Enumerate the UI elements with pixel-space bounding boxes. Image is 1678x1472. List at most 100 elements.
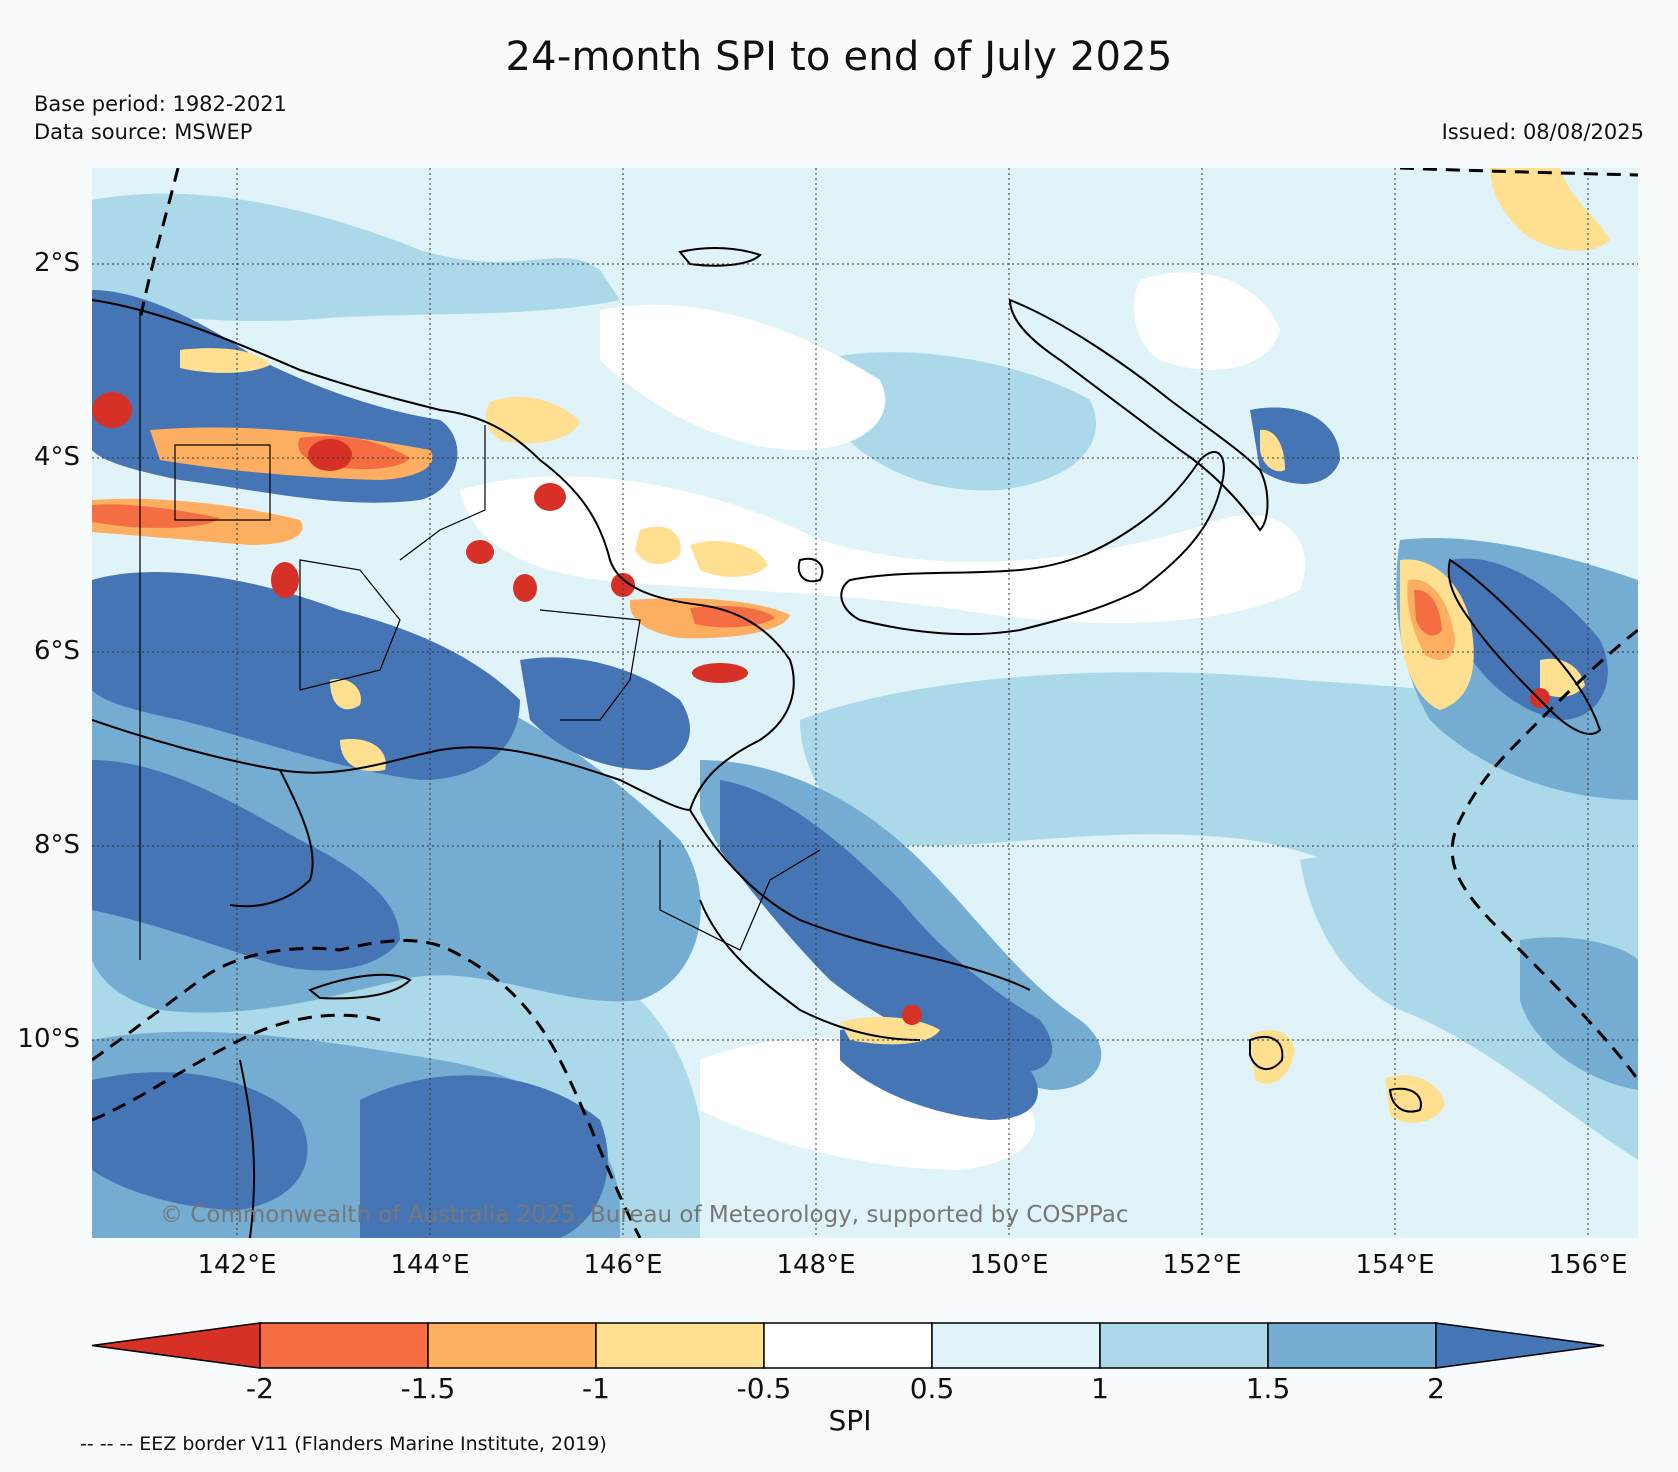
lon-label-146E: 146°E	[583, 1250, 663, 1280]
dry-nw-corner	[1490, 168, 1610, 251]
dry-bougainville-small	[1540, 658, 1585, 697]
cbar-seg-3	[595, 1322, 765, 1369]
cbar-tick-5: 0.5	[909, 1372, 955, 1405]
lon-label-144E: 144°E	[390, 1250, 470, 1280]
coast-papuan-south	[689, 809, 1031, 991]
eez-borders	[92, 168, 1638, 1238]
spi-map: © Commonwealth of Australia 2025, Bureau…	[92, 168, 1638, 1238]
wet-band-southeast	[1300, 851, 1638, 1160]
dry-highlands-1	[180, 348, 270, 373]
cbar-tick-2: -1.5	[400, 1372, 456, 1405]
coast-daru	[308, 973, 412, 1000]
wet-se-sea	[1520, 937, 1638, 1090]
cbar-extend-max	[1435, 1322, 1605, 1369]
coast-papua-lower	[699, 899, 921, 1041]
lon-label-142E: 142°E	[197, 1250, 277, 1280]
very-dry-spot-7	[902, 1005, 922, 1025]
very-wet-west-highlands	[92, 571, 520, 780]
cbar-seg-6	[1099, 1322, 1269, 1369]
dry-highlands-3	[340, 739, 386, 772]
lon-label-152E: 152°E	[1162, 1250, 1242, 1280]
lon-label-148E: 148°E	[776, 1250, 856, 1280]
province-line-2	[299, 559, 401, 691]
cbar-tick-3: -1	[582, 1372, 610, 1405]
dry-highlands-core-2	[92, 504, 220, 528]
cbar-seg-4	[763, 1322, 933, 1369]
coast-gulf	[92, 719, 691, 811]
spi-field: © Commonwealth of Australia 2025, Bureau…	[92, 168, 1638, 1238]
dry-central-core	[690, 606, 775, 628]
coast-new-britain	[840, 450, 1225, 636]
lon-label-156E: 156°E	[1548, 1250, 1628, 1280]
cbar-seg-1	[259, 1322, 429, 1369]
wet-band-central-sea	[820, 352, 1096, 491]
dry-southeast	[1385, 1075, 1445, 1123]
wet-band-north	[92, 193, 620, 322]
lon-label-154E: 154°E	[1355, 1250, 1435, 1280]
eez-legend-note: -- -- -- EEZ border V11 (Flanders Marine…	[80, 1433, 607, 1455]
dry-solomons-core	[1414, 589, 1442, 636]
coast-bougainville	[1447, 558, 1602, 735]
coast-se-island	[1388, 1087, 1422, 1113]
cbar-tick-8: 2	[1427, 1372, 1445, 1405]
coast-umboi	[797, 557, 824, 583]
province-line-5	[659, 840, 821, 951]
very-wet-daru	[360, 1075, 608, 1238]
eez-east	[1450, 628, 1638, 1081]
cbar-tick-1: -2	[246, 1372, 274, 1405]
normal-north-sea	[600, 304, 886, 450]
dry-rossel	[1250, 1030, 1295, 1084]
coast-new-guinea-north	[92, 299, 795, 811]
coast-new-ireland	[1008, 298, 1269, 532]
lon-label-150E: 150°E	[969, 1250, 1049, 1280]
very-dry-spot-8	[1530, 688, 1550, 708]
very-wet-milne-bay	[840, 1027, 1038, 1120]
copyright-text: © Commonwealth of Australia 2025, Bureau…	[160, 1202, 1129, 1228]
lat-label-2S: 2°S	[33, 248, 80, 278]
colorbar-label: SPI	[828, 1404, 872, 1437]
dry-longisland	[690, 541, 768, 577]
issued-date-text: Issued: 08/08/2025	[1441, 120, 1644, 144]
very-dry-spot-6	[692, 663, 748, 683]
cbar-seg-7	[1267, 1322, 1437, 1369]
dry-manus-sea	[485, 396, 580, 444]
lat-label-4S: 4°S	[33, 442, 80, 472]
very-dry-spot-4	[271, 562, 299, 598]
cbar-seg-2	[427, 1322, 597, 1369]
province-line-1	[174, 444, 271, 521]
eez-south-low	[92, 1013, 381, 1122]
province-line-3	[399, 425, 486, 561]
very-wet-fly	[92, 760, 400, 971]
data-source-text: Data source: MSWEP	[34, 120, 253, 144]
very-dry-spot-1	[92, 392, 132, 428]
cbar-tick-6: 1	[1091, 1372, 1109, 1405]
map-title: 24-month SPI to end of July 2025	[505, 34, 1173, 80]
province-line-4	[539, 609, 641, 721]
eez-ne	[1399, 168, 1638, 177]
cbar-tick-7: 1.5	[1245, 1372, 1291, 1405]
spi-colorbar	[91, 1322, 1605, 1369]
coast-manus	[678, 247, 762, 267]
cbar-seg-5	[931, 1322, 1101, 1369]
province-borders	[139, 310, 821, 960]
eez-south-west	[92, 939, 642, 1238]
base-period-text: Base period: 1982-2021	[34, 92, 287, 116]
lat-label-10S: 10°S	[17, 1024, 80, 1054]
coastlines	[92, 247, 1602, 1238]
eez-west	[138, 168, 180, 321]
cbar-extend-min	[91, 1322, 261, 1369]
normal-ne	[1134, 272, 1280, 370]
cbar-tick-4: -0.5	[736, 1372, 792, 1405]
very-dry-spot-2	[308, 439, 352, 471]
very-dry-spot-3	[534, 483, 566, 511]
coast-fly-delta	[229, 769, 314, 908]
very-dry-spot-5	[513, 574, 537, 602]
very-dry-spot-10	[466, 540, 494, 564]
lat-label-6S: 6°S	[33, 636, 80, 666]
dry-east-newbritain	[1260, 429, 1285, 472]
very-wet-peninsula	[720, 780, 1053, 1073]
dry-karkar	[635, 526, 681, 565]
coast-rossel	[1249, 1035, 1284, 1070]
normal-bismarck	[460, 476, 1306, 624]
dry-highlands-2	[330, 679, 361, 710]
